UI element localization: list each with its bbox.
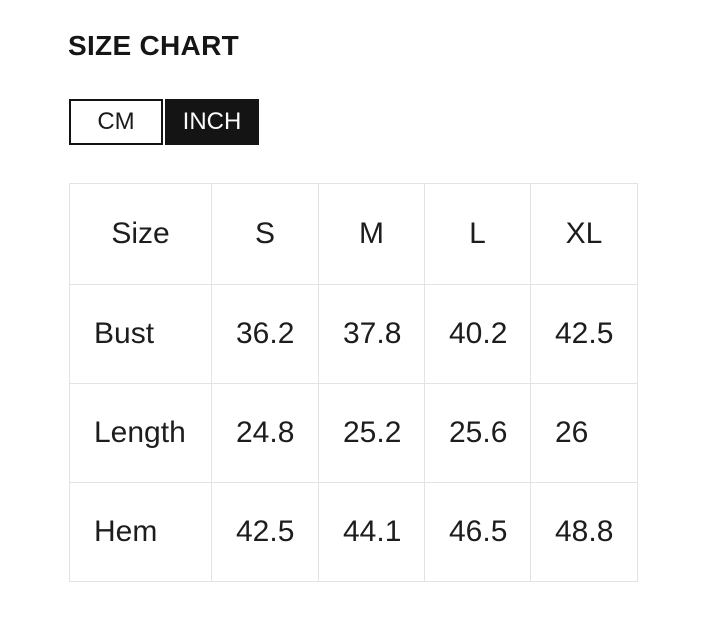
row-label: Hem [69,482,212,582]
row-label: Length [69,383,212,483]
cell-value: 37.8 [318,284,425,384]
table-row-hem: Hem 42.5 44.1 46.5 48.8 [69,482,638,582]
unit-toggle-inch-button[interactable]: INCH [165,99,259,145]
cell-value: 24.8 [211,383,319,483]
column-header-l: L [424,183,531,285]
table-row-length: Length 24.8 25.2 25.6 26 [69,383,638,483]
cell-value: 42.5 [530,284,638,384]
cell-value: 26 [530,383,638,483]
cell-value: 40.2 [424,284,531,384]
unit-toggle: CM INCH [69,99,259,145]
table-row-bust: Bust 36.2 37.8 40.2 42.5 [69,284,638,384]
column-header-s: S [211,183,319,285]
unit-toggle-cm-button[interactable]: CM [69,99,163,145]
cell-value: 36.2 [211,284,319,384]
cell-value: 25.6 [424,383,531,483]
cell-value: 42.5 [211,482,319,582]
column-header-xl: XL [530,183,638,285]
cell-value: 25.2 [318,383,425,483]
table-header-row: Size S M L XL [69,183,638,285]
column-header-size: Size [69,183,212,285]
page-title: SIZE CHART [68,30,239,61]
row-label: Bust [69,284,212,384]
cell-value: 44.1 [318,482,425,582]
size-table: Size S M L XL Bust 36.2 37.8 40.2 42.5 L… [69,183,638,582]
cell-value: 46.5 [424,482,531,582]
column-header-m: M [318,183,425,285]
cell-value: 48.8 [530,482,638,582]
size-table-container: Size S M L XL Bust 36.2 37.8 40.2 42.5 L… [69,183,638,582]
